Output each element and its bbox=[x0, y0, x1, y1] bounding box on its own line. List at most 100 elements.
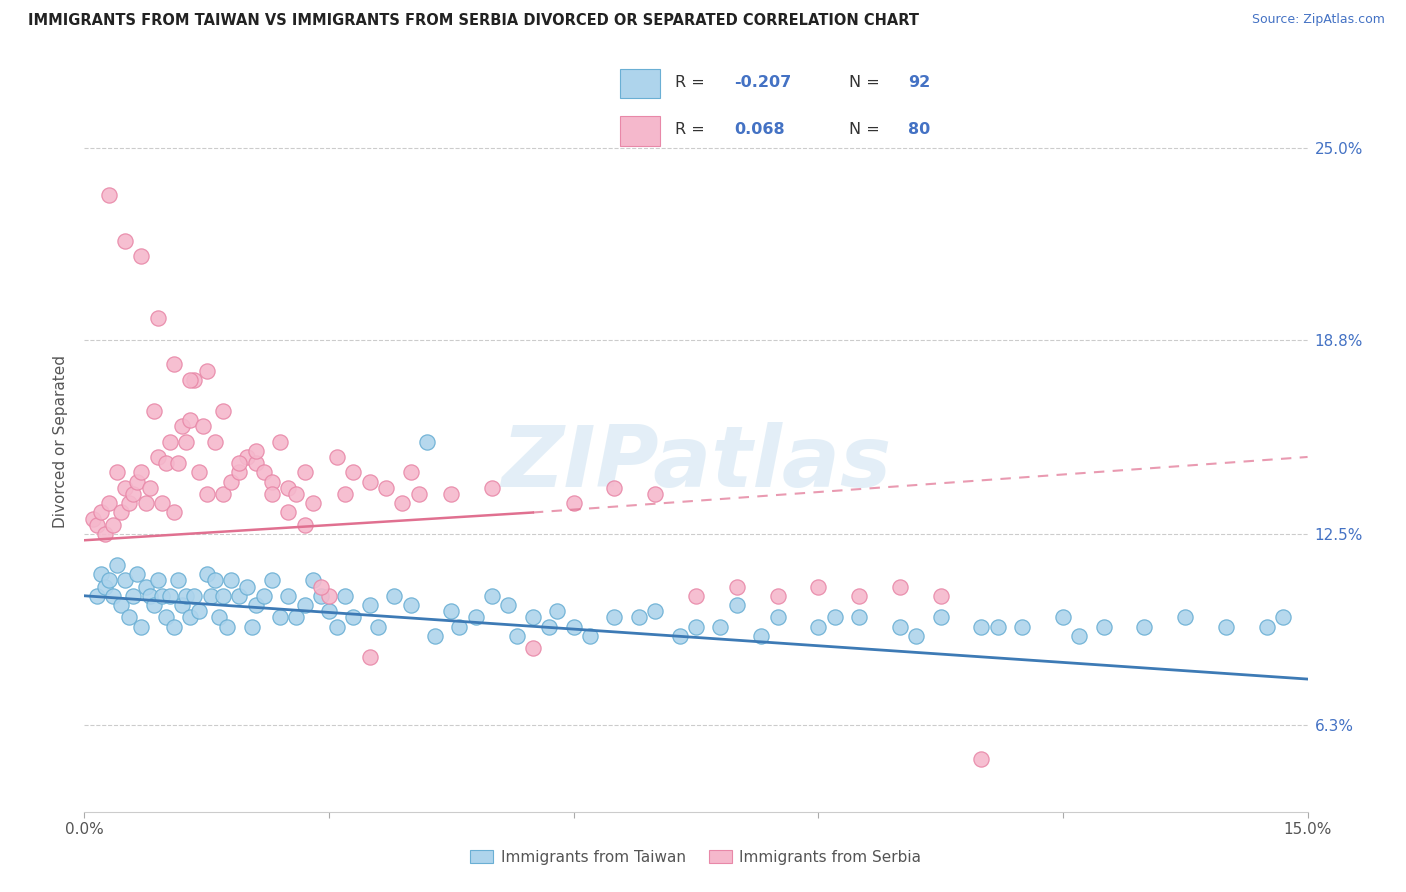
Point bbox=[236, 580, 259, 594]
Point bbox=[294, 598, 316, 612]
Point bbox=[146, 311, 169, 326]
Point bbox=[318, 589, 340, 603]
Point bbox=[1174, 610, 1197, 624]
Point bbox=[326, 450, 349, 464]
Point bbox=[82, 511, 104, 525]
Point bbox=[155, 610, 177, 624]
Point bbox=[86, 589, 108, 603]
Point bbox=[131, 250, 153, 264]
Point bbox=[301, 496, 323, 510]
Point bbox=[1069, 629, 1091, 643]
Point bbox=[146, 450, 169, 464]
Point bbox=[172, 419, 194, 434]
Point bbox=[142, 403, 165, 417]
Point bbox=[905, 629, 928, 643]
Point bbox=[464, 610, 486, 624]
Text: R =: R = bbox=[675, 75, 706, 90]
Point bbox=[135, 496, 157, 510]
Point bbox=[416, 434, 439, 449]
Point bbox=[135, 580, 157, 594]
Text: ZIPatlas: ZIPatlas bbox=[501, 422, 891, 505]
Point bbox=[449, 619, 471, 633]
Point bbox=[195, 363, 218, 377]
Point bbox=[562, 619, 585, 633]
Point bbox=[807, 580, 830, 594]
Point bbox=[382, 589, 405, 603]
Point bbox=[359, 650, 381, 665]
Point bbox=[260, 475, 283, 489]
Point bbox=[204, 574, 226, 588]
Point bbox=[538, 619, 561, 633]
Point bbox=[399, 466, 422, 480]
Point bbox=[253, 589, 276, 603]
Point bbox=[187, 604, 209, 618]
Point bbox=[228, 466, 250, 480]
Point bbox=[522, 641, 544, 656]
Point bbox=[546, 604, 568, 618]
Point bbox=[1092, 619, 1115, 633]
Point bbox=[359, 475, 381, 489]
Point bbox=[889, 619, 911, 633]
Point bbox=[481, 589, 503, 603]
Point bbox=[118, 496, 141, 510]
Point bbox=[90, 567, 112, 582]
Point bbox=[212, 403, 235, 417]
Point bbox=[318, 604, 340, 618]
Point bbox=[245, 598, 267, 612]
Point bbox=[391, 496, 413, 510]
Point bbox=[105, 558, 128, 572]
Point bbox=[187, 466, 209, 480]
Point bbox=[114, 481, 136, 495]
Point bbox=[725, 598, 748, 612]
Point bbox=[219, 475, 242, 489]
Point bbox=[163, 506, 186, 520]
Point bbox=[97, 496, 120, 510]
Point bbox=[208, 610, 231, 624]
Point bbox=[101, 517, 124, 532]
Point bbox=[294, 517, 316, 532]
Point bbox=[627, 610, 650, 624]
Point bbox=[127, 567, 149, 582]
Point bbox=[766, 589, 789, 603]
Point bbox=[174, 589, 197, 603]
Point bbox=[668, 629, 690, 643]
FancyBboxPatch shape bbox=[620, 69, 659, 98]
Text: IMMIGRANTS FROM TAIWAN VS IMMIGRANTS FROM SERBIA DIVORCED OR SEPARATED CORRELATI: IMMIGRANTS FROM TAIWAN VS IMMIGRANTS FRO… bbox=[28, 13, 920, 29]
Point bbox=[498, 598, 520, 612]
Point bbox=[359, 598, 381, 612]
Point bbox=[285, 610, 308, 624]
Point bbox=[309, 589, 332, 603]
Point bbox=[579, 629, 602, 643]
Point bbox=[1256, 619, 1278, 633]
Point bbox=[335, 589, 357, 603]
Point bbox=[245, 443, 267, 458]
Point bbox=[159, 589, 181, 603]
Point bbox=[522, 610, 544, 624]
Point bbox=[848, 589, 870, 603]
Point bbox=[260, 487, 283, 501]
Text: N =: N = bbox=[849, 75, 879, 90]
Point bbox=[228, 456, 250, 470]
Point bbox=[766, 610, 789, 624]
Point bbox=[191, 419, 214, 434]
Point bbox=[118, 610, 141, 624]
Point bbox=[212, 487, 235, 501]
Point bbox=[150, 589, 173, 603]
Point bbox=[367, 619, 389, 633]
Text: -0.207: -0.207 bbox=[734, 75, 792, 90]
Point bbox=[86, 517, 108, 532]
Point bbox=[301, 574, 323, 588]
Point bbox=[929, 610, 952, 624]
Point bbox=[277, 506, 299, 520]
Point bbox=[294, 466, 316, 480]
Point bbox=[725, 580, 748, 594]
Point bbox=[929, 589, 952, 603]
Point bbox=[423, 629, 446, 643]
Point bbox=[709, 619, 731, 633]
Point bbox=[277, 481, 299, 495]
Point bbox=[93, 580, 115, 594]
Text: N =: N = bbox=[849, 122, 879, 137]
Point bbox=[1215, 619, 1237, 633]
Point bbox=[603, 610, 626, 624]
Point bbox=[163, 358, 186, 372]
